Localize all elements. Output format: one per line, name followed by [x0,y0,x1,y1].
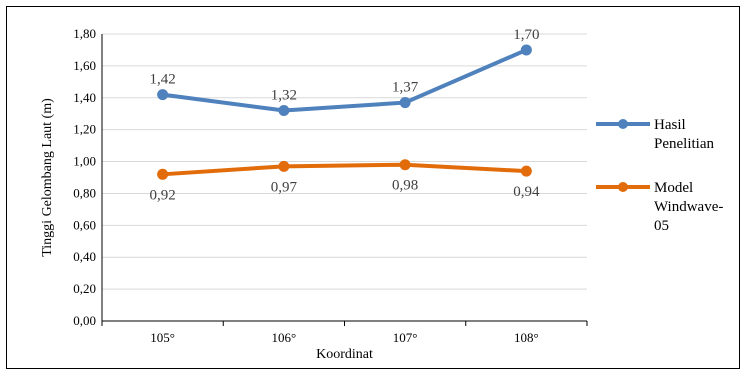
y-tick-label: 1,00 [73,154,96,169]
data-point [279,161,289,171]
data-point [279,106,289,116]
y-tick-label: 1,20 [73,122,96,137]
data-label: 1,37 [392,80,419,96]
data-point [158,90,168,100]
series-line-2 [163,165,527,175]
legend-label-1: Hasil [654,117,686,133]
data-label: 1,32 [271,88,297,104]
y-tick-label: 0,00 [73,313,96,328]
data-point [400,160,410,170]
x-tick-label: 108° [514,330,539,345]
y-tick-label: 0,20 [73,281,96,296]
legend-marker-2 [618,182,628,192]
data-point [521,166,531,176]
data-label: 0,94 [513,184,540,200]
data-label: 1,70 [513,27,539,43]
y-tick-label: 1,60 [73,58,96,73]
data-point [400,98,410,108]
legend-label-2: 05 [654,218,669,234]
y-tick-label: 1,80 [73,26,96,41]
data-point [158,169,168,179]
legend-label-2: Windwave- [654,199,723,215]
legend-label-2: Model [654,180,693,196]
x-tick-label: 105° [150,330,175,345]
data-label: 0,97 [271,179,298,195]
data-label: 0,92 [150,187,176,203]
x-axis-title: Koordinat [316,347,373,362]
y-tick-label: 1,40 [73,90,96,105]
data-label: 1,42 [150,72,176,88]
series-line-1 [163,50,527,111]
legend-marker-1 [618,119,628,129]
legend-label-1: Penelitian [654,136,714,152]
x-tick-label: 107° [393,330,418,345]
data-point [521,45,531,55]
x-tick-label: 106° [272,330,297,345]
y-axis-title: Tinggi Gelombang Laut (m) [40,98,55,257]
data-label: 0,98 [392,178,418,194]
y-tick-label: 0,80 [73,185,96,200]
y-tick-label: 0,60 [73,217,96,232]
y-tick-label: 0,40 [73,249,96,264]
